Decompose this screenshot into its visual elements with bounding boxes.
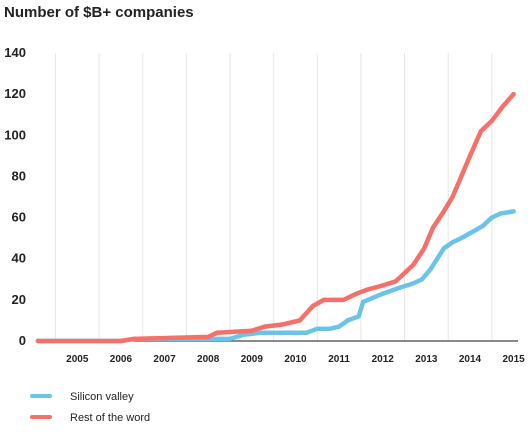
data-point: [205, 334, 211, 340]
data-point: [271, 330, 276, 335]
data-point: [428, 266, 433, 272]
data-point: [478, 128, 484, 134]
data-point: [345, 318, 351, 323]
y-tick-label: 120: [4, 86, 26, 101]
data-point: [469, 229, 475, 235]
y-tick-label: 40: [12, 251, 26, 266]
data-point: [380, 283, 385, 288]
y-axis-ticks: 0 20 40 60 80 100 120 140: [4, 45, 26, 348]
data-point: [131, 336, 137, 342]
data-point: [380, 291, 385, 296]
series-line-rest-of-the-word: [35, 91, 516, 344]
vertical-gridlines: [54, 53, 493, 341]
data-point: [511, 91, 516, 97]
y-tick-label: 20: [12, 292, 26, 307]
chart-title: Number of $B+ companies: [4, 4, 194, 21]
x-tick-label: 2010: [284, 354, 307, 365]
data-point: [459, 235, 464, 241]
data-point: [411, 281, 416, 286]
data-point: [118, 338, 124, 344]
data-point: [365, 287, 370, 292]
legend-label-silicon-valley: Silicon valley: [70, 391, 134, 403]
y-tick-label: 100: [4, 127, 26, 142]
data-point: [328, 326, 333, 331]
y-tick-label: 0: [19, 333, 26, 348]
data-point: [450, 240, 455, 245]
y-tick-label: 80: [12, 168, 26, 183]
data-point: [227, 336, 233, 342]
x-tick-label: 2013: [415, 354, 438, 365]
series-lines: [35, 91, 516, 344]
x-tick-label: 2009: [241, 354, 264, 365]
data-point: [498, 211, 503, 216]
data-point: [411, 262, 416, 268]
data-point: [354, 291, 359, 296]
x-axis-ticks: 2005 2006 2007 2008 2009 2010 2011 2012 2013 2014…: [66, 354, 525, 365]
data-point: [262, 324, 268, 329]
data-point: [441, 246, 447, 251]
data-point: [500, 104, 505, 109]
x-tick-label: 2008: [197, 354, 220, 365]
x-tick-label: 2007: [153, 354, 176, 365]
data-point: [321, 297, 327, 303]
data-point: [430, 225, 436, 231]
data-point: [214, 330, 220, 335]
data-point: [489, 118, 495, 124]
x-tick-label: 2011: [328, 354, 350, 365]
data-point: [397, 285, 403, 290]
x-tick-label: 2015: [503, 354, 526, 365]
data-point: [297, 318, 303, 323]
x-tick-label: 2014: [459, 354, 482, 365]
data-point: [467, 153, 473, 159]
legend-label-rest-of-the-word: Rest of the word: [70, 412, 150, 424]
data-point: [480, 223, 486, 228]
data-point: [360, 299, 366, 305]
y-tick-label: 60: [12, 210, 26, 225]
data-point: [258, 330, 263, 335]
data-point: [356, 314, 361, 319]
data-point: [280, 322, 285, 327]
data-point: [240, 332, 246, 338]
data-point: [249, 328, 255, 333]
x-tick-label: 2006: [110, 354, 133, 365]
data-point: [304, 330, 309, 335]
legend: Silicon valley Rest of the word: [30, 391, 150, 424]
x-tick-label: 2005: [66, 354, 89, 365]
data-point: [341, 297, 346, 303]
data-point: [402, 270, 407, 276]
series-points-rest-of-the-word: [35, 91, 516, 344]
y-tick-label: 140: [4, 45, 26, 60]
data-point: [214, 336, 220, 342]
x-tick-label: 2012: [372, 354, 395, 365]
data-point: [293, 330, 298, 335]
data-point: [35, 338, 41, 344]
data-point: [489, 215, 495, 220]
data-point: [511, 209, 516, 214]
data-point: [441, 209, 447, 214]
data-point: [459, 174, 464, 179]
data-point: [450, 194, 455, 200]
data-point: [393, 279, 399, 284]
series-line-silicon-valley: [35, 209, 516, 344]
data-point: [336, 324, 342, 329]
data-point: [310, 303, 316, 309]
data-point: [315, 326, 320, 331]
data-point: [419, 277, 425, 282]
data-point: [421, 246, 427, 251]
